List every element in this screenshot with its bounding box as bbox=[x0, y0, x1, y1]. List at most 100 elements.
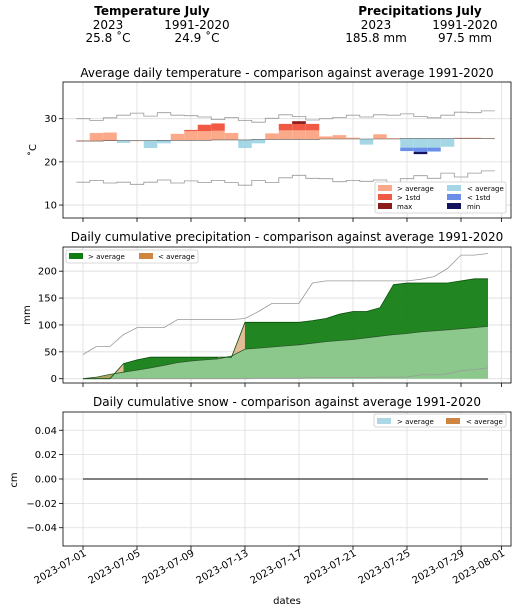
precip-2023-line bbox=[83, 278, 488, 380]
y-tick-label: 30 bbox=[44, 114, 57, 125]
temperature-ylabel: ˚C bbox=[27, 144, 39, 156]
precip-average-area bbox=[299, 343, 313, 379]
precip-average-area bbox=[353, 337, 367, 379]
above-std-bar bbox=[278, 123, 293, 131]
y-tick-label: −0.04 bbox=[26, 523, 57, 534]
temperature-legend: > average < average > 1std < 1std max mi… bbox=[374, 181, 507, 214]
legend-min-label: min bbox=[467, 203, 480, 211]
above-average-bar bbox=[292, 130, 306, 140]
precipitation-summary-ref-label: 1991-2020 bbox=[432, 18, 497, 32]
y-tick-label: 0.04 bbox=[35, 426, 57, 437]
precipitation-summary-year-value: 185.8 mm bbox=[345, 31, 407, 45]
precip-above-area bbox=[299, 320, 313, 345]
legend-min-swatch bbox=[447, 203, 461, 209]
precip-above-area bbox=[137, 357, 151, 371]
above-average-bar bbox=[224, 132, 239, 140]
x-axis-label: dates bbox=[273, 596, 301, 607]
legend-precip-below-label: < average bbox=[158, 253, 195, 261]
y-tick-label: 0 bbox=[51, 374, 57, 385]
y-tick-label: 100 bbox=[38, 320, 57, 331]
precipitation-xtick-marks bbox=[82, 383, 502, 387]
above-average-bar bbox=[346, 137, 360, 139]
average-line bbox=[76, 138, 495, 142]
legend-snow-below-label: < average bbox=[466, 418, 503, 426]
max-marker bbox=[292, 121, 306, 124]
snow-legend-frame bbox=[373, 413, 507, 428]
below-average-bar bbox=[238, 139, 252, 149]
above-std-bar bbox=[211, 123, 225, 131]
below-average-bar bbox=[143, 140, 158, 149]
precip-above-area bbox=[245, 322, 259, 350]
date-tick-label: 2023-07-05 bbox=[87, 548, 143, 587]
precipitation-legend-frame bbox=[65, 249, 199, 264]
legend-precip-below-swatch bbox=[139, 253, 153, 259]
above-average-bar bbox=[332, 135, 347, 139]
temperature-yticks: 10 20 30 bbox=[44, 114, 63, 212]
precip-above-area bbox=[285, 322, 299, 346]
date-tick-labels: 2023-07-012023-07-052023-07-092023-07-13… bbox=[33, 548, 507, 587]
precip-above-area bbox=[474, 278, 488, 328]
precipitation-summary-title: Precipitations July bbox=[358, 4, 482, 18]
snow-legend: > average < average bbox=[373, 413, 507, 428]
precipitation-fill bbox=[83, 278, 488, 379]
legend-above-average-label: > average bbox=[397, 185, 434, 193]
date-tick-label: 2023-07-09 bbox=[141, 548, 197, 587]
precip-average-area bbox=[258, 346, 272, 379]
legend-above-std-swatch bbox=[378, 194, 392, 200]
below-average-bar bbox=[400, 138, 414, 148]
y-tick-label: 150 bbox=[38, 294, 57, 305]
legend-above-std-label: > 1std bbox=[397, 194, 420, 202]
precip-average-area bbox=[137, 367, 151, 379]
precip-average-area bbox=[366, 336, 380, 379]
above-average-bar bbox=[265, 133, 279, 140]
above-average-bar bbox=[197, 131, 212, 141]
min-marker bbox=[413, 151, 428, 155]
legend-max-label: max bbox=[397, 203, 412, 211]
snow-xtick-marks bbox=[82, 546, 502, 550]
precip-average-area bbox=[420, 330, 434, 379]
precip-min-line bbox=[83, 367, 489, 380]
temperature-summary-ref-label: 1991-2020 bbox=[164, 18, 229, 32]
precip-average-area bbox=[245, 348, 259, 379]
precip-average-area bbox=[312, 341, 326, 379]
precip-above-area bbox=[461, 278, 475, 329]
legend-max-swatch bbox=[378, 203, 392, 209]
legend-snow-above-label: > average bbox=[397, 418, 434, 426]
temperature-summary: Temperature July 2023 1991-2020 25.8 ˚C … bbox=[86, 4, 230, 45]
precip-average-area bbox=[407, 331, 421, 379]
precip-above-area bbox=[353, 311, 367, 340]
temperature-plot-frame bbox=[62, 81, 512, 219]
snow-chart: Daily cumulative snow - comparison again… bbox=[9, 395, 512, 550]
legend-precip-above-label: > average bbox=[88, 253, 125, 261]
above-average-bar bbox=[211, 130, 225, 140]
precip-average-area bbox=[204, 358, 218, 379]
min-envelope-line bbox=[76, 170, 495, 186]
precip-above-area bbox=[407, 283, 421, 334]
precipitation-plot-frame bbox=[62, 246, 512, 384]
precip-average-area bbox=[339, 339, 353, 379]
precipitation-envelope bbox=[82, 253, 489, 380]
snow-yticks: −0.04 −0.02 0.00 0.02 0.04 bbox=[26, 426, 63, 534]
below-average-bar bbox=[413, 138, 428, 148]
precipitation-chart-title: Daily cumulative precipitation - compari… bbox=[71, 230, 504, 244]
above-average-bar bbox=[170, 133, 185, 141]
legend-snow-above-swatch bbox=[377, 418, 391, 424]
y-tick-label: 0.02 bbox=[35, 450, 57, 461]
above-average-bar bbox=[278, 130, 293, 140]
temperature-summary-ref-value: 24.9 ˚C bbox=[175, 30, 220, 45]
below-average-bar bbox=[157, 140, 171, 144]
precip-average-area bbox=[326, 340, 340, 379]
precipitation-ylabel: mm bbox=[22, 305, 33, 324]
temperature-chart: Average daily temperature - comparison a… bbox=[27, 66, 512, 222]
legend-below-std-label: < 1std bbox=[467, 194, 490, 202]
precip-average-area bbox=[393, 333, 407, 379]
above-average-bar bbox=[386, 138, 401, 139]
max-envelope-line bbox=[76, 110, 495, 123]
above-average-bar bbox=[373, 134, 387, 139]
precip-above-area bbox=[434, 283, 448, 331]
precipitation-yticks: 0 50 100 150 200 bbox=[38, 267, 63, 385]
y-tick-label: 200 bbox=[38, 267, 57, 278]
precip-above-area bbox=[393, 283, 407, 335]
precip-average-area bbox=[285, 344, 299, 379]
